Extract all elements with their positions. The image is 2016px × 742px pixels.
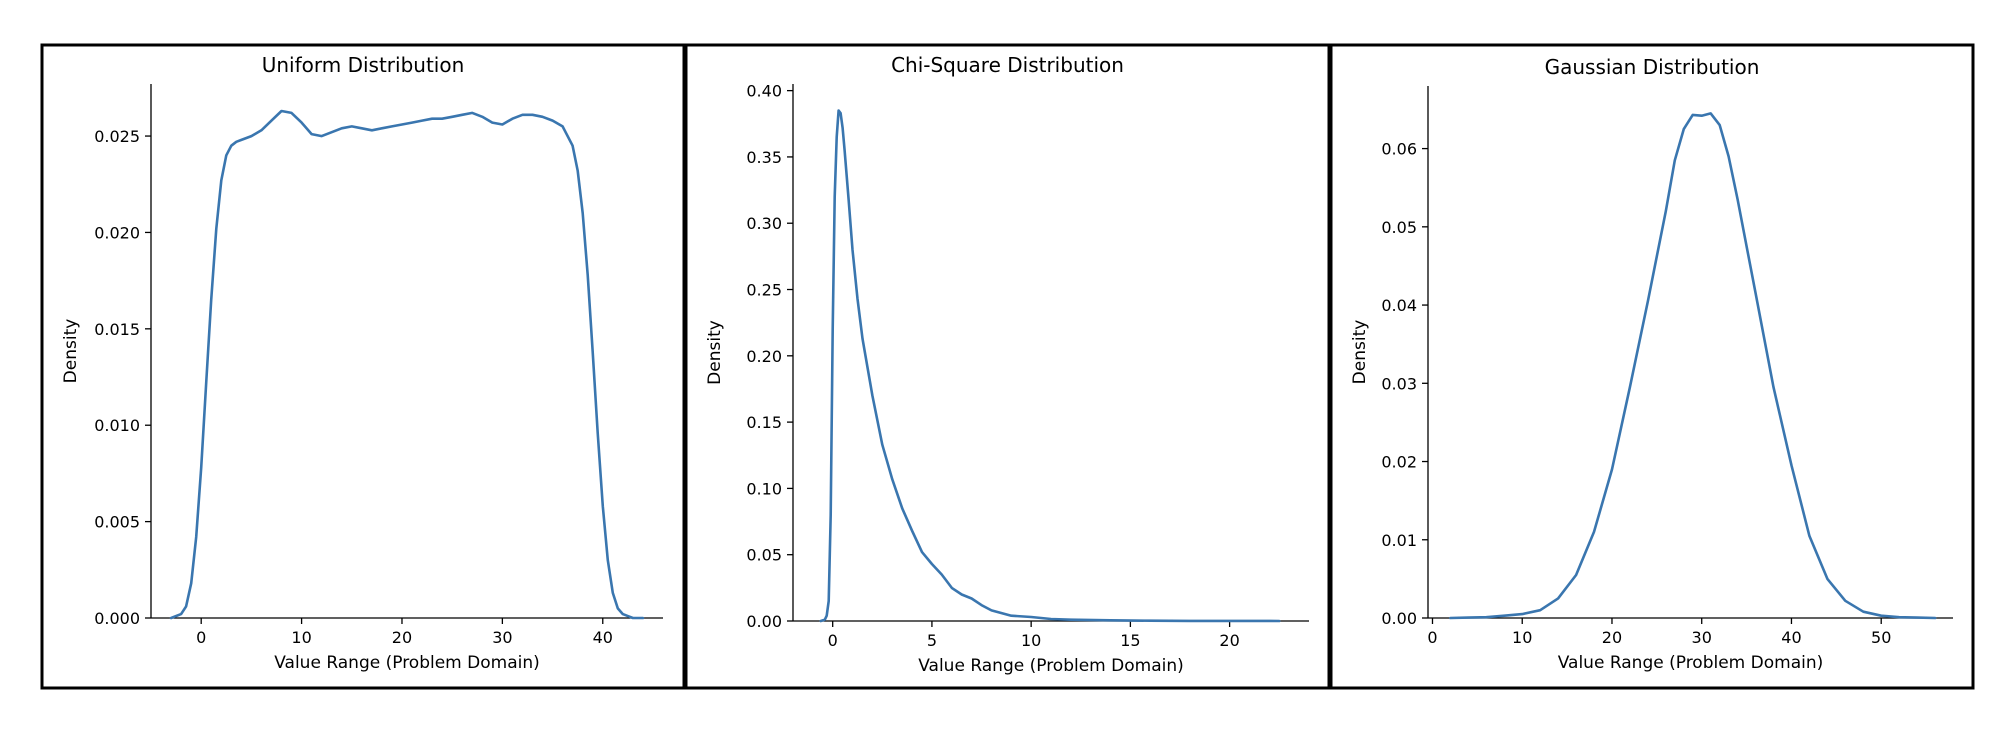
x-tick-label: 20 (1602, 628, 1622, 647)
y-axis-label: Density (61, 319, 81, 384)
y-tick-label: 0.020 (94, 223, 140, 242)
y-tick-label: 0.06 (1381, 140, 1417, 159)
y-tick-label: 0.05 (1381, 218, 1417, 237)
x-tick-label: 10 (1512, 628, 1532, 647)
y-tick-label: 0.15 (746, 413, 782, 432)
y-tick-label: 0.010 (94, 416, 140, 435)
x-axis-label: Value Range (Problem Domain) (1558, 653, 1824, 673)
y-tick-label: 0.04 (1381, 296, 1417, 315)
x-tick-label: 40 (593, 628, 613, 647)
chart-panel-2: Chi-Square Distribution 0 5 10 15 20 0.00 0.05 0… (684, 43, 1331, 690)
x-tick-label: 10 (1021, 631, 1041, 650)
x-axis-label: Value Range (Problem Domain) (274, 653, 540, 673)
y-tick-label: 0.005 (94, 513, 140, 532)
density-line (169, 109, 645, 620)
y-tick-label: 0.000 (94, 609, 140, 628)
y-tick-label: 0.01 (1381, 531, 1417, 550)
x-tick-label: 0 (196, 628, 206, 647)
chart-title: Chi-Square Distribution (891, 53, 1124, 77)
y-tick-label: 0.25 (746, 281, 782, 300)
chart-title: Gaussian Distribution (1545, 55, 1760, 79)
x-tick-label: 5 (927, 631, 937, 650)
x-tick-label: 20 (392, 628, 412, 647)
x-axis-label: Value Range (Problem Domain) (918, 656, 1184, 676)
y-tick-label: 0.40 (746, 82, 782, 101)
x-tick-label: 30 (492, 628, 512, 647)
x-tick-label: 10 (291, 628, 311, 647)
x-tick-label: 30 (1692, 628, 1712, 647)
y-tick-label: 0.00 (1381, 609, 1417, 628)
y-tick-label: 0.015 (94, 320, 140, 339)
y-axis-label: Density (705, 320, 725, 385)
density-line (1449, 112, 1937, 620)
chart-panel-1: Uniform Distribution 0 10 20 30 40 0.000 0.005 0… (40, 43, 686, 690)
y-tick-label: 0.03 (1381, 374, 1417, 393)
chart-title: Uniform Distribution (262, 53, 465, 77)
chart-panel-3: Gaussian Distribution 0 10 20 30 40 50 0.00 0.01… (1329, 43, 1975, 690)
y-tick-label: 0.20 (746, 347, 782, 366)
x-tick-label: 40 (1781, 628, 1801, 647)
y-tick-label: 0.10 (746, 479, 782, 498)
panel-frame (1329, 43, 1975, 690)
density-line (819, 109, 1281, 623)
y-tick-label: 0.00 (746, 612, 782, 631)
panel-frame (40, 43, 686, 690)
y-tick-label: 0.025 (94, 127, 140, 146)
y-axis-label: Density (1350, 320, 1370, 385)
y-tick-label: 0.05 (746, 546, 782, 565)
x-tick-label: 0 (828, 631, 838, 650)
y-tick-label: 0.02 (1381, 453, 1417, 472)
x-tick-label: 15 (1120, 631, 1140, 650)
y-tick-label: 0.35 (746, 148, 782, 167)
panel-frame (684, 43, 1331, 690)
x-tick-label: 20 (1219, 631, 1239, 650)
x-tick-label: 0 (1427, 628, 1437, 647)
y-tick-label: 0.30 (746, 214, 782, 233)
x-tick-label: 50 (1871, 628, 1891, 647)
